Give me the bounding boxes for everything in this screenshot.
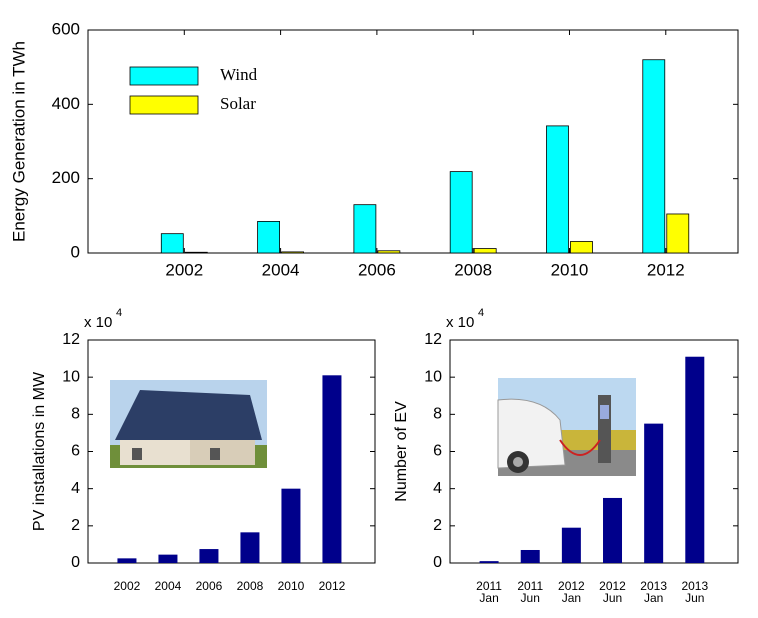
x-tick-label: 2002 — [114, 579, 141, 593]
y-tick-label: 12 — [62, 331, 80, 348]
x-tick-label: Jan — [479, 591, 498, 605]
bar — [281, 251, 304, 254]
bar — [642, 59, 666, 254]
bar — [160, 233, 184, 254]
legend-label: Wind — [220, 65, 258, 84]
y-tick-label: 2 — [433, 517, 442, 534]
bar — [546, 125, 569, 254]
x-tick-label: 2006 — [196, 579, 223, 593]
bar — [449, 171, 473, 254]
y-axis-label: PV installations in MW — [31, 371, 48, 531]
x-tick-label: 2004 — [155, 579, 182, 593]
x-tick-label: 2010 — [551, 260, 589, 279]
x-tick-label: 2012 — [599, 579, 626, 593]
scale-label: x 10 — [84, 314, 112, 331]
bar — [281, 488, 301, 563]
y-tick-label: 10 — [62, 368, 80, 385]
bar — [117, 558, 137, 563]
y-tick-label: 4 — [71, 480, 80, 497]
bar — [473, 248, 497, 254]
ev-image — [497, 378, 636, 476]
bar — [184, 251, 208, 254]
bar — [479, 561, 499, 563]
legend-swatch — [129, 66, 199, 86]
scale-exponent: 4 — [116, 307, 122, 319]
x-tick-label: 2008 — [454, 260, 492, 279]
x-tick-label: 2011 — [517, 579, 543, 593]
x-tick-label: 2012 — [647, 260, 685, 279]
x-tick-label: 2010 — [278, 579, 305, 593]
y-tick-label: 400 — [52, 94, 80, 113]
bar — [158, 554, 178, 563]
legend-label: Solar — [220, 94, 256, 113]
bar — [666, 213, 690, 254]
x-tick-label: 2012 — [319, 579, 346, 593]
x-tick-label: Jun — [603, 591, 622, 605]
x-tick-label: 2013 — [681, 579, 708, 593]
y-tick-label: 12 — [424, 331, 442, 348]
y-axis-label: Energy Generation in TWh — [9, 41, 28, 242]
x-tick-label: Jan — [644, 591, 663, 605]
y-tick-label: 8 — [71, 406, 80, 423]
y-tick-label: 2 — [71, 517, 80, 534]
bar — [570, 241, 593, 254]
x-tick-label: 2012 — [558, 579, 585, 593]
x-tick-label: Jun — [521, 591, 540, 605]
bar — [240, 532, 260, 563]
y-tick-label: 0 — [433, 554, 442, 571]
bar — [199, 549, 219, 563]
x-tick-label: 2006 — [358, 260, 396, 279]
bar — [644, 423, 664, 563]
x-tick-label: 2011 — [476, 579, 502, 593]
y-tick-label: 6 — [433, 443, 442, 460]
y-tick-label: 8 — [433, 406, 442, 423]
bar — [257, 221, 280, 254]
y-tick-label: 6 — [71, 443, 80, 460]
house-image — [110, 380, 267, 468]
y-tick-label: 0 — [71, 554, 80, 571]
y-tick-label: 4 — [433, 480, 442, 497]
bar — [603, 497, 623, 563]
bar — [685, 356, 705, 563]
y-tick-label: 600 — [52, 19, 80, 38]
y-axis-label: Number of EV — [393, 401, 410, 502]
x-tick-label: 2008 — [237, 579, 264, 593]
bar — [377, 250, 401, 254]
bar — [322, 375, 342, 563]
axes-box — [87, 29, 739, 254]
bar — [520, 549, 540, 563]
x-tick-label: 2004 — [262, 260, 300, 279]
y-tick-label: 10 — [424, 368, 442, 385]
scale-label: x 10 — [446, 314, 474, 331]
x-tick-label: Jan — [562, 591, 581, 605]
scale-exponent: 4 — [478, 307, 484, 319]
x-tick-label: Jun — [685, 591, 704, 605]
legend-swatch — [129, 95, 199, 115]
y-tick-label: 0 — [71, 242, 80, 261]
bar — [561, 527, 581, 563]
y-tick-label: 200 — [52, 168, 80, 187]
x-tick-label: 2013 — [640, 579, 667, 593]
x-tick-label: 2002 — [165, 260, 203, 279]
bar — [353, 204, 377, 254]
